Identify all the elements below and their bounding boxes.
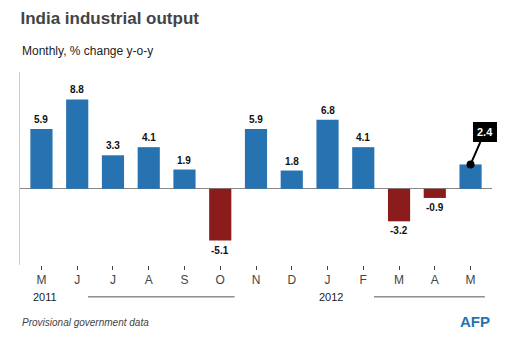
svg-text:6.8: 6.8: [321, 105, 335, 116]
svg-text:-0.9: -0.9: [426, 202, 444, 213]
svg-text:8.8: 8.8: [70, 84, 84, 95]
svg-text:-5.1: -5.1: [211, 245, 229, 256]
svg-text:2.4: 2.4: [477, 126, 493, 138]
svg-text:A: A: [145, 273, 153, 287]
svg-text:O: O: [216, 273, 225, 287]
svg-text:AFP: AFP: [460, 313, 490, 330]
svg-text:J: J: [325, 273, 331, 287]
svg-text:M: M: [394, 273, 404, 287]
svg-text:3.3: 3.3: [106, 140, 120, 151]
svg-text:A: A: [431, 273, 439, 287]
svg-text:India industrial output: India industrial output: [20, 9, 199, 28]
svg-text:Provisional government data: Provisional government data: [22, 317, 149, 328]
svg-text:J: J: [74, 273, 80, 287]
svg-text:S: S: [180, 273, 188, 287]
svg-text:4.1: 4.1: [356, 132, 370, 143]
svg-text:Monthly, % change y-o-y: Monthly, % change y-o-y: [22, 44, 153, 58]
svg-text:1.9: 1.9: [177, 155, 191, 166]
svg-text:J: J: [110, 273, 116, 287]
svg-text:4.1: 4.1: [142, 132, 156, 143]
svg-text:D: D: [287, 273, 296, 287]
svg-text:5.9: 5.9: [249, 114, 263, 125]
svg-text:1.8: 1.8: [285, 156, 299, 167]
svg-text:2011: 2011: [33, 291, 57, 303]
svg-text:M: M: [36, 273, 46, 287]
svg-text:N: N: [252, 273, 261, 287]
svg-text:M: M: [466, 273, 476, 287]
svg-text:5.9: 5.9: [34, 114, 48, 125]
svg-text:-3.2: -3.2: [390, 225, 408, 236]
svg-text:F: F: [360, 273, 367, 287]
svg-text:2012: 2012: [319, 291, 343, 303]
